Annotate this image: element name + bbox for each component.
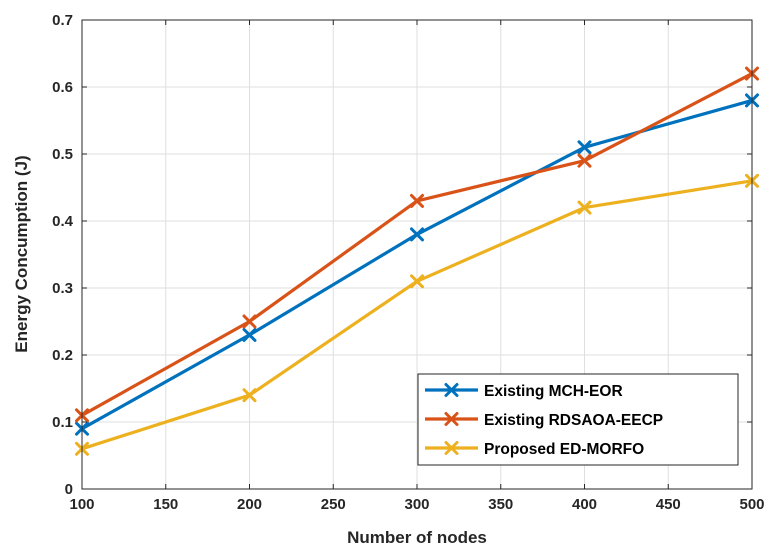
x-tick-label: 150 [153,496,178,513]
y-tick-label: 0.3 [52,280,73,297]
data-point-stroke [410,227,424,242]
y-tick-label: 0 [65,481,73,498]
legend-marker-stroke [444,383,459,397]
legend-item: Existing RDSAOA-EECP [425,412,663,429]
y-tick-label: 0.1 [52,414,73,431]
data-point [410,274,424,289]
y-tick-label: 0.7 [52,12,73,29]
legend-label: Existing RDSAOA-EECP [484,412,663,429]
legend-marker [444,441,459,455]
data-point [242,314,257,329]
data-point-stroke [577,140,592,155]
y-tick-label: 0.6 [52,79,73,96]
y-tick-label: 0.5 [52,146,73,163]
legend-items: Existing MCH-EOR Existing RDSAOA-EECP Prop… [425,383,663,458]
data-point [242,388,257,403]
data-point-stroke [242,327,257,342]
legend-item: Proposed ED-MORFO [425,441,644,458]
data-point [410,193,424,208]
x-tick-label: 500 [739,496,764,513]
data-point-stroke [410,193,424,208]
y-tick-label: 0.2 [52,347,73,364]
x-axis-label: Number of nodes [347,528,487,547]
legend-marker [444,412,459,426]
x-tick-label: 200 [237,496,262,513]
x-tick-label: 250 [321,496,346,513]
data-point-stroke [577,153,592,168]
data-point [577,200,592,215]
y-axis-label: Energy Concumption (J) [12,155,31,352]
x-tick-label: 300 [404,496,429,513]
y-tick-label: 0.4 [52,213,74,230]
x-tick-label: 400 [572,496,597,513]
legend-marker-stroke [444,412,459,426]
data-point-stroke [242,388,257,403]
legend-item: Existing MCH-EOR [425,383,623,400]
data-point [577,153,592,168]
legend: Existing MCH-EOR Existing RDSAOA-EECP Prop… [417,373,739,466]
x-tick-label: 350 [488,496,513,513]
data-point [410,227,424,242]
ticks: 100 150 200 250 300 350 400 450 500 0 0.1 0.2 0.3 0.4… [52,12,764,513]
data-point [577,140,592,155]
legend-marker [444,383,459,397]
data-point-stroke [577,200,592,215]
data-point-stroke [242,314,257,329]
data-point [242,327,257,342]
legend-label: Existing MCH-EOR [484,383,623,400]
data-point-stroke [410,274,424,289]
series-layer [75,66,759,456]
legend-label: Proposed ED-MORFO [484,441,644,458]
x-tick-label: 100 [69,496,94,513]
legend-marker-stroke [444,441,459,455]
x-tick-label: 450 [656,496,681,513]
